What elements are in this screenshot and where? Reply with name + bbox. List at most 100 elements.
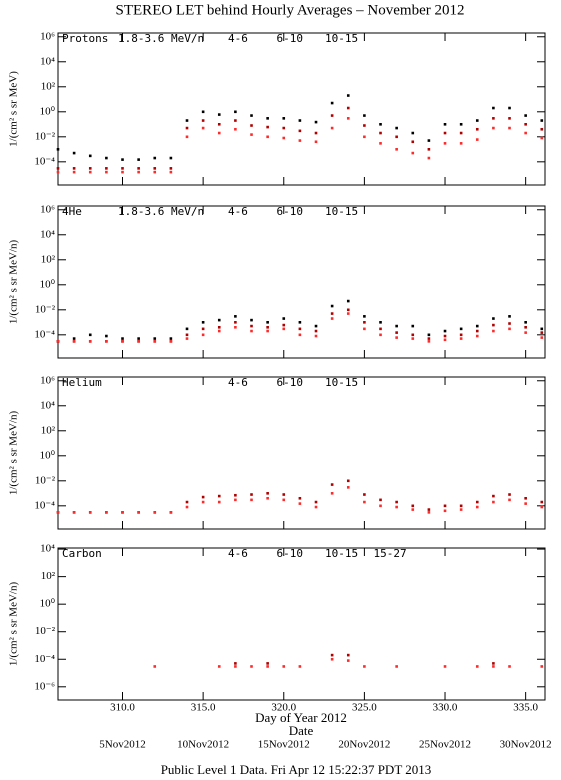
- data-point: [185, 337, 189, 340]
- y-tick-label: 10⁻⁶: [34, 680, 55, 692]
- data-point: [475, 119, 479, 122]
- legend-entry: 10-15: [325, 205, 358, 218]
- date-tick-label: 25Nov2012: [419, 739, 471, 751]
- y-axis-label: 1/(cm² s sr MeV/n): [8, 240, 20, 325]
- data-point: [250, 665, 253, 668]
- data-point: [524, 331, 527, 334]
- data-point: [395, 505, 398, 509]
- data-point: [298, 321, 302, 324]
- data-point: [266, 492, 269, 495]
- y-tick-label: 10⁰: [40, 105, 56, 117]
- y-tick-label: 10⁻⁴: [34, 499, 55, 511]
- y-tick-label: 10⁻²: [35, 130, 56, 142]
- data-point: [298, 333, 302, 337]
- panel-label: Carbon: [62, 547, 102, 560]
- panel-label: Helium: [62, 376, 102, 389]
- x-tick-label: 335.0: [513, 702, 538, 714]
- data-point: [169, 340, 173, 343]
- data-point: [153, 511, 157, 514]
- data-point: [201, 500, 205, 504]
- data-point: [395, 500, 398, 504]
- data-point: [330, 483, 334, 486]
- data-point: [540, 336, 544, 339]
- data-point: [266, 325, 269, 329]
- data-point: [121, 167, 124, 170]
- data-point: [395, 148, 398, 151]
- legend-entry: 6-10: [277, 547, 304, 560]
- data-point: [524, 325, 527, 329]
- data-point: [524, 502, 527, 505]
- data-point: [346, 653, 350, 657]
- data-point: [427, 139, 431, 142]
- data-point: [282, 323, 286, 327]
- panel-label: 4He: [62, 205, 82, 218]
- date-tick-label: 10Nov2012: [177, 739, 229, 751]
- data-point: [492, 329, 495, 333]
- data-point: [282, 327, 286, 331]
- data-point: [492, 500, 495, 504]
- y-tick-label: 10⁻⁴: [34, 328, 55, 340]
- data-point: [72, 340, 76, 343]
- data-point: [395, 126, 398, 130]
- data-point: [508, 126, 511, 130]
- data-point: [379, 142, 382, 145]
- date-tick-label: 15Nov2012: [258, 739, 310, 751]
- y-tick-label: 10²: [41, 424, 56, 436]
- panel-label: Protons: [62, 32, 108, 45]
- data-point: [185, 126, 189, 130]
- data-point: [88, 170, 92, 174]
- data-point: [169, 156, 173, 160]
- data-point: [443, 329, 447, 333]
- data-point: [153, 337, 157, 340]
- data-point: [88, 167, 92, 170]
- data-point: [459, 327, 463, 331]
- data-point: [411, 508, 415, 511]
- data-point: [492, 665, 495, 668]
- data-point: [56, 170, 60, 174]
- y-tick-label: 10⁻⁴: [34, 653, 55, 665]
- data-point: [540, 505, 544, 509]
- data-point: [153, 170, 157, 174]
- data-point: [540, 665, 544, 668]
- date-tick-label: 20Nov2012: [338, 739, 390, 751]
- data-point: [250, 493, 253, 496]
- data-point: [346, 106, 350, 110]
- data-point: [459, 337, 463, 340]
- y-tick-label: 10⁴: [40, 399, 55, 411]
- data-point: [185, 135, 189, 139]
- data-point: [250, 318, 253, 322]
- data-point: [250, 133, 253, 136]
- data-point: [363, 665, 366, 668]
- data-point: [475, 324, 479, 328]
- data-point: [427, 148, 431, 151]
- date-tick-label: 30Nov2012: [500, 739, 552, 751]
- data-point: [459, 504, 463, 508]
- data-point: [234, 127, 237, 131]
- data-point: [443, 334, 447, 338]
- data-point: [153, 340, 157, 343]
- y-tick-label: 10⁻²: [35, 474, 56, 486]
- data-point: [427, 340, 431, 343]
- data-point: [540, 500, 544, 504]
- data-point: [443, 509, 447, 513]
- data-point: [72, 337, 76, 340]
- data-point: [508, 322, 511, 325]
- y-axis-label: 1/(cm² s sr MeV/n): [8, 411, 20, 496]
- legend-entry: 4-6: [228, 376, 248, 389]
- y-axis-label: 1/(cm² s sr MeV/n): [8, 582, 20, 667]
- data-point: [298, 496, 302, 500]
- data-point: [250, 124, 253, 127]
- data-point: [121, 158, 124, 161]
- data-point: [363, 124, 366, 127]
- data-point: [524, 321, 527, 324]
- data-point: [105, 156, 108, 160]
- data-point: [314, 324, 318, 328]
- data-point: [201, 126, 205, 130]
- data-point: [411, 337, 415, 340]
- date-tick-label: 5Nov2012: [99, 739, 145, 751]
- data-point: [330, 317, 334, 320]
- data-point: [395, 336, 398, 339]
- data-point: [508, 315, 511, 318]
- data-point: [266, 321, 269, 324]
- data-point: [266, 662, 269, 665]
